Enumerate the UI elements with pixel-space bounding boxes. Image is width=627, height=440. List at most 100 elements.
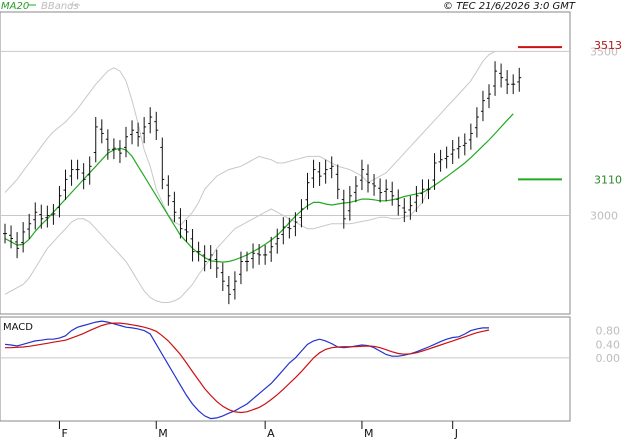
ohlc-bar	[281, 217, 286, 245]
bbands-upper-line	[4, 50, 496, 227]
price-tick-label: 3000	[590, 210, 618, 223]
signal-line	[5, 322, 490, 414]
ohlc-bar	[190, 228, 195, 262]
ohlc-bar	[178, 208, 183, 239]
ohlc-bar	[414, 185, 419, 213]
ohlc-bar	[317, 162, 322, 186]
x-tick-label: F	[61, 427, 67, 440]
ohlc-bar	[359, 159, 364, 191]
macd-y-axis: 0.800.400.00	[596, 325, 621, 365]
legend-ma20: MA20	[1, 1, 29, 12]
ohlc-bar	[263, 245, 268, 265]
ohlc-bar	[3, 223, 7, 244]
ohlc-bar	[390, 181, 395, 206]
ohlc-bar	[323, 159, 328, 184]
ohlc-bar	[438, 149, 443, 172]
ohlc-bar	[474, 107, 479, 138]
ohlc-bar	[39, 204, 44, 229]
ohlc-bar	[384, 179, 389, 202]
ohlc-bar	[33, 202, 38, 230]
ohlc-bar	[468, 123, 473, 150]
ohlc-bar	[27, 213, 32, 239]
ohlc-bar	[432, 153, 437, 190]
ohlc-bar	[63, 169, 68, 200]
price-panel: 3000 3500 3513 3110	[0, 11, 622, 315]
ohlc-bar	[366, 164, 370, 193]
ohlc-bar	[420, 179, 425, 204]
ohlc-bar	[462, 133, 467, 156]
ohlc-bar	[130, 120, 135, 145]
ohlc-bar	[341, 189, 346, 229]
ohlc-bar	[57, 185, 62, 218]
ohlc-bar	[251, 243, 256, 269]
ohlc-bar	[517, 67, 522, 92]
ohlc-bar	[493, 61, 498, 96]
support-level-label: 3110	[594, 173, 622, 186]
ohlc-bar	[93, 117, 98, 163]
ohlc-bar	[99, 119, 104, 144]
ohlc-bar	[87, 156, 92, 185]
ohlc-bar	[402, 198, 407, 223]
macd-panel: 0.800.400.00	[0, 316, 621, 422]
resistance-level-label: 3513	[594, 39, 622, 52]
ohlc-bar	[21, 222, 26, 253]
price-gridlines	[0, 50, 570, 217]
ohlc-bar	[75, 159, 80, 180]
ohlc-bar	[257, 243, 262, 265]
ohlc-bar	[499, 63, 504, 88]
ohlc-bar	[238, 251, 243, 285]
ohlc-bar	[293, 212, 298, 237]
ohlc-bar	[269, 236, 274, 262]
ohlc-bar	[480, 90, 485, 122]
ohlc-bar	[245, 251, 249, 272]
ohlc-bar	[426, 179, 431, 200]
ohlc-bar	[117, 140, 122, 163]
ohlc-bar	[124, 126, 128, 158]
ohlc-bar	[456, 136, 461, 159]
ohlc-bar	[9, 225, 14, 249]
ohlc-bar	[208, 245, 213, 270]
price-y-axis: 3000 3500	[590, 45, 618, 222]
legend-bbands: BBands	[41, 1, 79, 12]
ohlc-bar	[220, 262, 225, 292]
ohlc-bar	[111, 138, 116, 160]
macd-tick-label: 0.80	[596, 325, 621, 338]
ohlc-bar	[372, 173, 377, 196]
ohlc-bar	[299, 199, 304, 228]
ohlc-bar	[226, 275, 231, 305]
x-tick-label: A	[267, 427, 275, 440]
copyright-timestamp: © TEC 21/6/2026 3:0 GMT	[443, 1, 576, 12]
ohlc-bar	[353, 176, 358, 203]
ohlc-bar	[196, 241, 201, 262]
ohlc-bar	[184, 219, 189, 242]
ohlc-bar	[408, 195, 413, 220]
x-tick-label: J	[454, 427, 458, 440]
ohlc-bar	[347, 185, 352, 221]
ohlc-bar	[444, 146, 449, 169]
ohlc-bar	[154, 111, 159, 141]
ohlc-bars	[3, 61, 522, 305]
ohlc-bar	[505, 70, 510, 95]
ohlc-bar	[329, 156, 334, 179]
macd-tick-label: 0.40	[596, 338, 621, 351]
ohlc-bar	[15, 232, 20, 259]
ohlc-bar	[487, 84, 491, 109]
ohlc-bar	[45, 205, 50, 228]
bbands-lower-line	[4, 189, 429, 303]
ohlc-bar	[51, 204, 56, 225]
ohlc-bar	[275, 228, 280, 254]
macd-tick-label: 0.00	[596, 352, 621, 365]
price-tick-label: 3500	[590, 45, 618, 58]
ohlc-bar	[232, 271, 237, 300]
ohlc-bar	[69, 159, 74, 186]
ohlc-bar	[142, 117, 147, 144]
x-tick-label: M	[364, 427, 374, 440]
macd-series	[4, 320, 490, 420]
ohlc-bar	[136, 122, 141, 147]
bollinger-bands	[4, 50, 496, 303]
ohlc-bar	[305, 172, 310, 210]
ohlc-bar	[172, 191, 177, 223]
ohlc-bar	[287, 217, 292, 239]
ohlc-bar	[160, 137, 165, 190]
